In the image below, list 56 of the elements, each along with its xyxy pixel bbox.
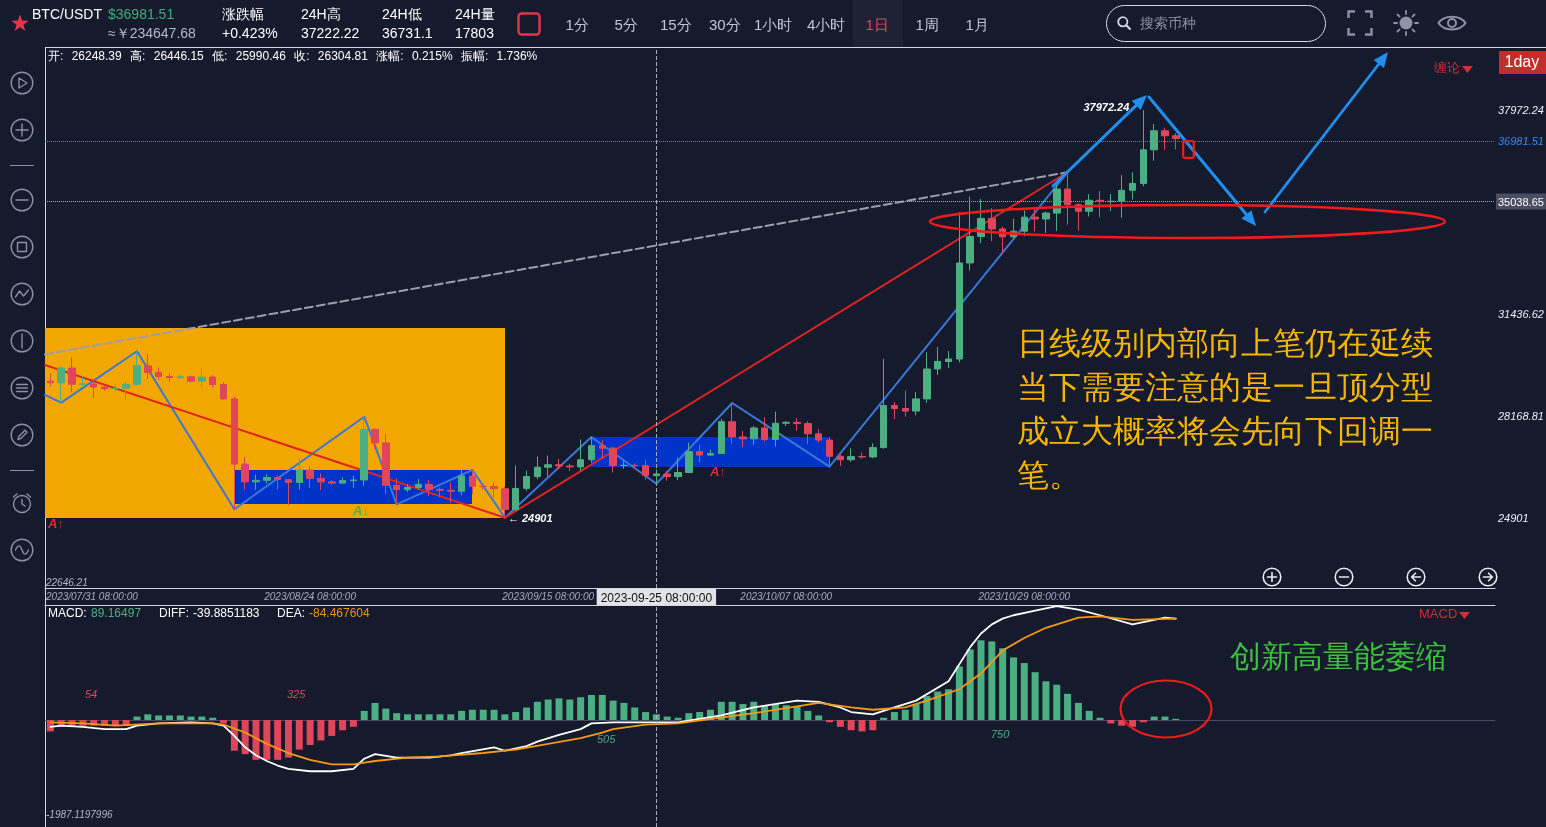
- x-tick-label: 2023/09/15 08:00:00: [501, 590, 595, 602]
- y-tick-label: 24901: [1497, 511, 1529, 524]
- y-tick-label: 28168.81: [1497, 409, 1544, 422]
- text: 4小时: [807, 16, 846, 34]
- text: 24H低: [382, 6, 422, 23]
- annotation: MACD:: [48, 606, 87, 621]
- text: +0.423%: [222, 25, 278, 42]
- text: 30分: [709, 16, 741, 34]
- annotation: 89.16497: [91, 606, 142, 621]
- text: 24H量: [455, 6, 495, 23]
- annotation: 22646.21: [46, 577, 88, 589]
- y-tick-label: 31436.62: [1498, 307, 1544, 320]
- ref-line-label: 35038.65: [1498, 195, 1544, 208]
- annotation: MACD: [1419, 606, 1458, 622]
- annotation: 750: [991, 728, 1010, 741]
- text: 1周: [915, 16, 939, 34]
- annotation: -39.8851183: [193, 606, 260, 621]
- chart-title: BTC/USDT: [32, 6, 102, 23]
- annotation: 505: [597, 733, 616, 746]
- text: 24H高: [301, 6, 341, 23]
- x-tick-label: 2023/10/07 08:00:00: [739, 590, 833, 602]
- annotation: 日线级别内部向上笔仍在延续当下需要注意的是一旦顶分型成立大概率将会先向下回调一笔。: [1017, 324, 1434, 495]
- annotation: DEA:: [277, 606, 306, 621]
- annotation: DIFF:: [159, 606, 189, 621]
- text: 1日: [865, 16, 889, 34]
- text: 36731.1: [382, 25, 433, 42]
- ref-line-label: 36981.51: [1498, 135, 1544, 147]
- text: 1分: [565, 16, 589, 34]
- x-tick-label: 2023/08/24 08:00:00: [263, 590, 357, 602]
- text: $36981.51: [108, 6, 175, 23]
- annotation: 325: [287, 688, 306, 701]
- x-tick-label: 2023/07/31 08:00:00: [44, 590, 139, 602]
- text: 17803: [455, 25, 494, 42]
- annotation: 开: 26248.39 高: 26446.15 低: 25990.46 收: 26304.81 涨幅: 0.215% 振幅: 1.736%: [48, 49, 538, 64]
- text: ≈￥234647.68: [108, 25, 196, 42]
- text: 搜索币种: [1140, 15, 1196, 32]
- y-tick-label: 37972.24: [1498, 104, 1544, 117]
- annotation: 54: [85, 688, 98, 701]
- text: 1月: [965, 16, 989, 34]
- text: 涨跌幅: [222, 6, 264, 23]
- text: -1987.1197996: [46, 809, 113, 821]
- annotation: 创新高量能萎缩: [1230, 639, 1447, 675]
- text: 15分: [660, 16, 692, 34]
- annotation: ← 24901: [507, 511, 553, 524]
- annotation: A↑: [710, 464, 726, 480]
- annotation: A↑: [48, 516, 64, 532]
- annotation: 37972.24: [1083, 101, 1130, 114]
- text: 1day: [1504, 53, 1540, 72]
- text: 37222.22: [301, 25, 360, 42]
- text: 1小时: [754, 16, 793, 34]
- annotation: -84.467604: [309, 606, 370, 621]
- text: 5分: [614, 16, 638, 34]
- x-tick-label: 2023/10/29 08:00:00: [977, 590, 1071, 602]
- annotation: A↓: [353, 503, 369, 519]
- annotation: 缠论: [1434, 60, 1460, 76]
- ref-line-label: 2023-09-25 08:00:00: [600, 591, 713, 605]
